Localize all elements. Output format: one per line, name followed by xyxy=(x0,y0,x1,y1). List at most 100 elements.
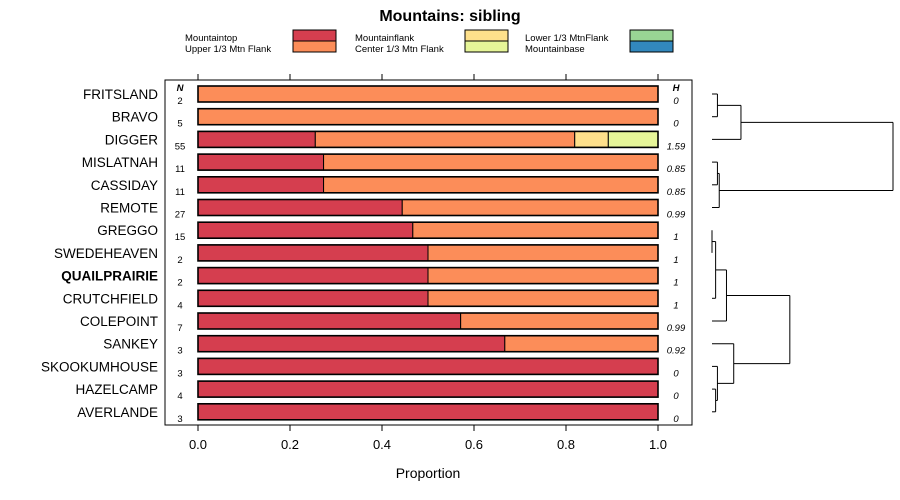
bar-segment xyxy=(197,130,316,148)
legend-swatch xyxy=(629,40,674,53)
diversity-label: 1 xyxy=(673,255,678,266)
bar-row: SANKEY 3 0.92 xyxy=(103,334,686,357)
sample-size-label: 11 xyxy=(175,187,185,198)
sample-size-label: 11 xyxy=(175,164,185,175)
row-label: BRAVO xyxy=(112,110,158,125)
legend-label: Mountainbase xyxy=(525,44,585,55)
bar-row: FRITSLAND 2 0 xyxy=(83,85,679,107)
bar-row: SWEDEHEAVEN 2 1 xyxy=(54,244,679,266)
diversity-label: 0 xyxy=(673,368,679,379)
bar-row: REMOTE 27 0.99 xyxy=(100,198,686,221)
legend-swatch xyxy=(464,29,509,42)
bar-segment xyxy=(197,403,659,421)
bar-row: CASSIDAY 11 0.85 xyxy=(91,176,686,198)
bar-outline xyxy=(197,312,659,330)
bar-segment xyxy=(197,199,403,216)
legend-swatch xyxy=(629,29,674,42)
x-tick-label: 0.8 xyxy=(557,437,575,452)
row-label: SANKEY xyxy=(103,337,158,352)
sample-size-label: 4 xyxy=(177,300,182,311)
bar-segment xyxy=(314,130,576,148)
bar-outline xyxy=(197,221,659,239)
bar-outline xyxy=(197,107,659,126)
row-label: REMOTE xyxy=(100,201,158,216)
bar-outline xyxy=(197,357,659,376)
bar-row: CRUTCHFIELD 4 1 xyxy=(63,289,679,311)
bar-segment xyxy=(197,357,659,375)
bar-segment xyxy=(197,380,659,398)
row-label: AVERLANDE xyxy=(77,405,158,420)
bar-segment xyxy=(197,335,506,353)
x-tick-label: 0.6 xyxy=(465,437,483,452)
bar-outline xyxy=(197,402,659,421)
bar-outline xyxy=(197,176,659,194)
sample-size-label: 55 xyxy=(175,141,186,152)
row-label: CRUTCHFIELD xyxy=(63,291,159,306)
legend-label: Lower 1/3 MtnFlank xyxy=(525,33,609,44)
plot-panel xyxy=(164,79,693,426)
bar-segment xyxy=(427,289,659,307)
bar-segment xyxy=(197,312,462,330)
x-axis-title: Proportion xyxy=(396,465,461,481)
diversity-label: 1.59 xyxy=(667,141,686,152)
sample-size-label: 2 xyxy=(177,278,182,289)
bar-row: DIGGER 55 1.59 xyxy=(105,130,686,152)
row-label: FRITSLAND xyxy=(83,87,158,102)
row-label: HAZELCAMP xyxy=(75,382,158,397)
diversity-label: 0.92 xyxy=(667,346,686,357)
sample-size-label: 5 xyxy=(177,119,182,130)
diversity-label: 0.85 xyxy=(667,164,686,175)
bar-row: MISLATNAH 11 0.85 xyxy=(82,153,686,175)
diversity-label: 1 xyxy=(673,278,678,289)
bar-segment xyxy=(460,312,659,330)
row-label: GREGGO xyxy=(97,223,158,238)
diversity-label: 0.99 xyxy=(667,210,686,221)
sample-size-label: 2 xyxy=(177,255,182,266)
diversity-label: 0 xyxy=(673,391,679,402)
row-label: MISLATNAH xyxy=(82,155,158,170)
legend-swatch xyxy=(292,29,337,42)
x-tick-label: 0.4 xyxy=(373,437,391,452)
bar-segment xyxy=(197,267,429,285)
diversity-label: 0.85 xyxy=(667,187,686,198)
sample-size-label: 27 xyxy=(175,210,186,221)
bar-rows: FRITSLAND 2 0 BRAVO 5 0 DIGGER 55 1.59 MISLATNAH 1… xyxy=(41,85,686,425)
bar-segment xyxy=(427,267,659,285)
bar-segment xyxy=(427,244,659,262)
sample-size-label: 3 xyxy=(177,414,182,425)
bar-row: GREGGO 15 1 xyxy=(97,221,679,243)
n-column-header: N xyxy=(177,83,185,94)
row-label: SKOOKUMHOUSE xyxy=(41,359,158,374)
bar-row: COLEPOINT 7 0.99 xyxy=(80,312,686,334)
sample-size-label: 4 xyxy=(177,391,182,402)
bar-segment xyxy=(197,176,325,194)
bar-segment xyxy=(323,153,659,171)
x-tick-label: 0.2 xyxy=(281,437,299,452)
x-tick-label: 0.0 xyxy=(189,437,207,452)
bar-segment xyxy=(504,335,659,353)
legend-swatch xyxy=(292,40,337,53)
diversity-label: 0 xyxy=(673,96,679,107)
sample-size-label: 15 xyxy=(175,232,186,243)
legend-label: Center 1/3 Mtn Flank xyxy=(355,44,444,55)
bar-segment xyxy=(412,221,659,239)
bar-segment xyxy=(401,199,659,216)
legend-swatch xyxy=(464,40,509,53)
bar-outline xyxy=(197,244,659,262)
row-label: QUAILPRAIRIE xyxy=(61,269,158,284)
bar-outline xyxy=(197,198,659,217)
bar-segment xyxy=(323,176,659,194)
row-label: CASSIDAY xyxy=(91,178,158,193)
legend-label: Upper 1/3 Mtn Flank xyxy=(185,44,271,55)
chart-title: Mountains: sibling xyxy=(379,8,520,25)
diversity-label: 0 xyxy=(673,119,679,130)
legend-label: Mountaintop xyxy=(185,33,237,44)
h-column-header: H xyxy=(673,83,681,94)
row-label: DIGGER xyxy=(105,132,159,147)
bar-segment xyxy=(197,85,659,103)
bar-outline xyxy=(197,334,659,353)
sample-size-label: 3 xyxy=(177,346,182,357)
bar-segment xyxy=(197,108,659,126)
bar-outline xyxy=(197,289,659,308)
